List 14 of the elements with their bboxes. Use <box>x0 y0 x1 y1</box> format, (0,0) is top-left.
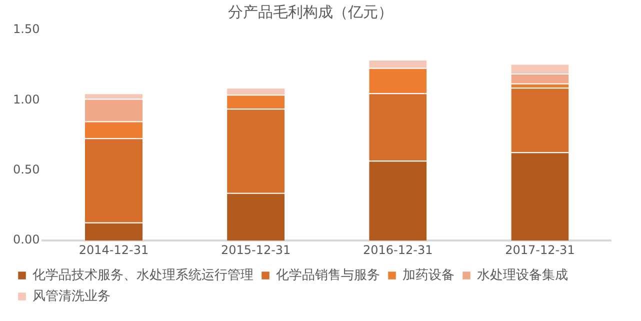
legend-label: 化学品技术服务、水处理系统运行管理 <box>32 268 254 283</box>
legend-label: 化学品销售与服务 <box>276 268 380 283</box>
x-tick-label: 2015-12-31 <box>220 242 291 257</box>
y-tick-label: 0.00 <box>13 232 40 247</box>
y-tick-label: 1.50 <box>13 22 40 36</box>
y-tick-label: 1.00 <box>13 92 40 106</box>
x-tick-label: 2014-12-31 <box>78 242 149 257</box>
chart-title: 分产品毛利构成（亿元） <box>228 2 393 21</box>
legend-label: 水处理设备集成 <box>477 268 568 283</box>
x-tick-label: 2017-12-31 <box>505 242 575 257</box>
legend-label: 风管清洗业务 <box>32 288 110 304</box>
legend-label: 加药设备 <box>402 268 454 283</box>
x-tick-label: 2016-12-31 <box>363 242 433 257</box>
y-tick-label: 0.50 <box>13 162 40 177</box>
